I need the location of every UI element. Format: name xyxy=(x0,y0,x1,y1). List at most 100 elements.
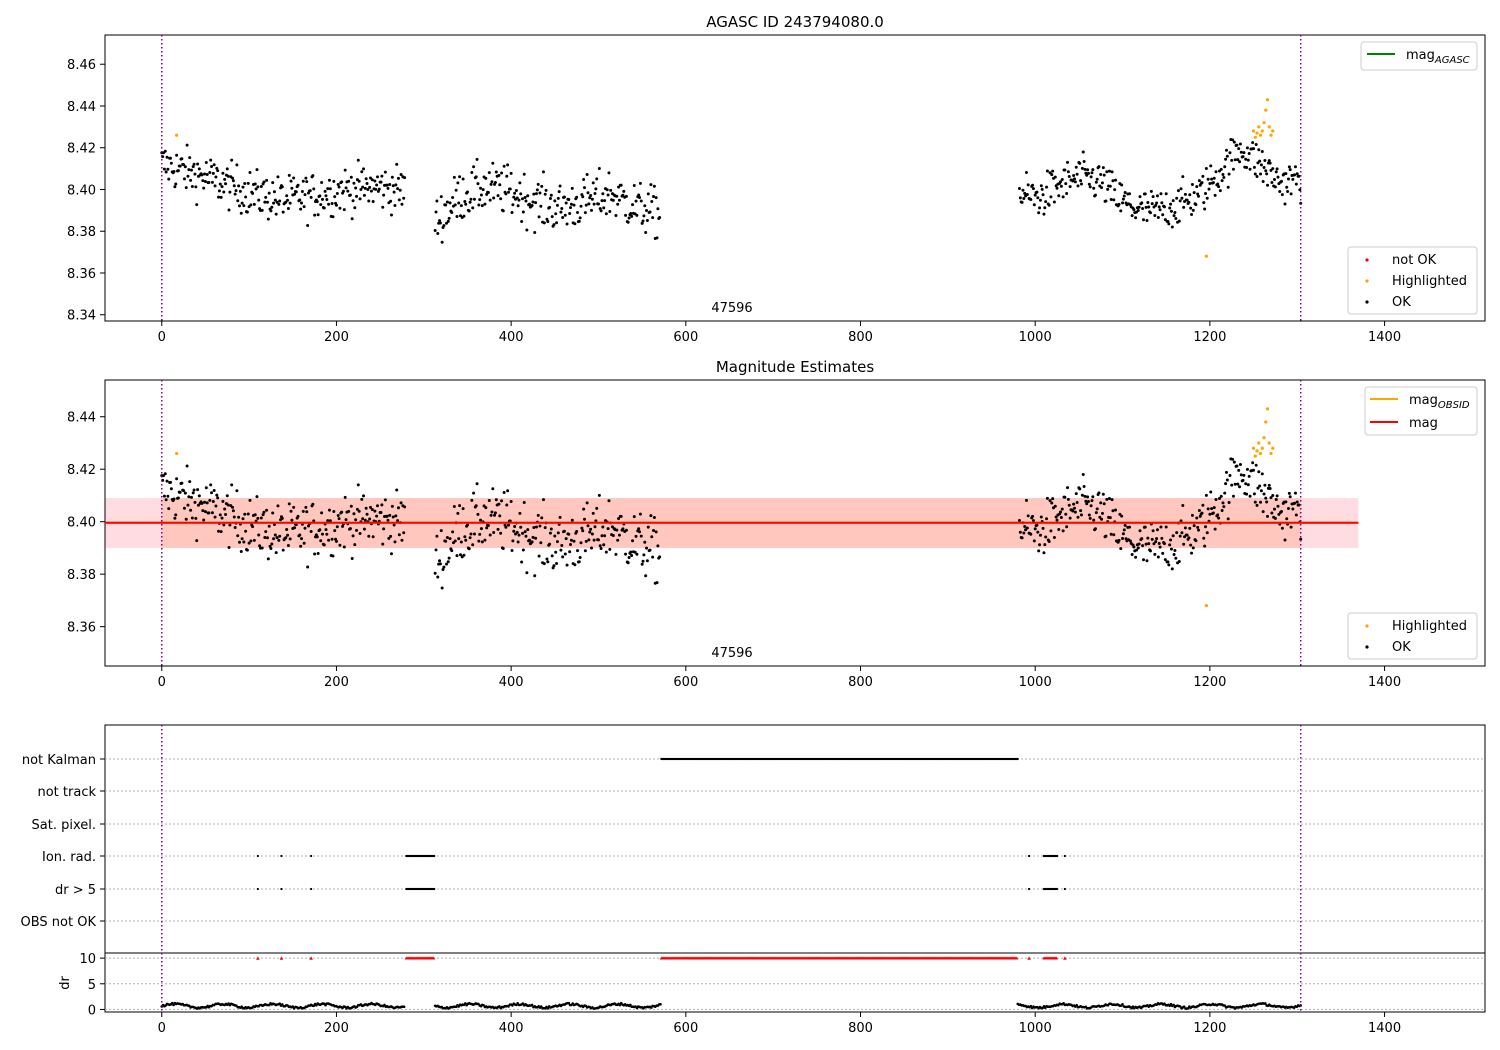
data-point-ok xyxy=(1110,170,1114,174)
data-point-ok xyxy=(1248,494,1252,498)
data-point-ok xyxy=(336,183,340,187)
data-point-ok xyxy=(226,174,230,178)
data-point-ok xyxy=(1205,531,1209,535)
data-point-ok xyxy=(635,552,639,556)
data-point-ok xyxy=(472,165,476,169)
agasc-xtick-label: 400 xyxy=(499,330,524,345)
data-point-ok xyxy=(1268,487,1272,491)
data-point-ok xyxy=(1037,549,1041,553)
data-point-ok xyxy=(1263,158,1267,162)
data-point-ok xyxy=(1202,536,1206,540)
data-point-ok xyxy=(535,188,539,192)
data-point-ok xyxy=(540,516,544,520)
data-point-ok xyxy=(1260,472,1264,476)
data-point-ok xyxy=(1134,555,1138,559)
data-point-ok xyxy=(621,527,625,531)
data-point-ok xyxy=(573,563,577,567)
data-point-ok xyxy=(327,202,331,206)
data-point-ok xyxy=(166,494,170,498)
data-point-ok xyxy=(322,206,326,210)
data-point-ok xyxy=(1287,491,1291,495)
data-point-ok xyxy=(611,533,615,537)
data-point-ok xyxy=(500,171,504,175)
flag-point xyxy=(256,854,259,858)
data-point-ok xyxy=(260,546,264,550)
flag-label: not Kalman xyxy=(22,753,96,768)
data-point-ok xyxy=(261,513,265,517)
data-point-ok xyxy=(1263,483,1267,487)
data-point-ok xyxy=(360,497,364,501)
data-point-ok xyxy=(242,540,246,544)
agasc-xtick-label: 1000 xyxy=(1019,330,1052,345)
data-point-ok xyxy=(633,550,637,554)
data-point-ok xyxy=(442,224,446,228)
data-point-ok xyxy=(548,531,552,535)
data-point-ok xyxy=(324,528,328,532)
data-point-ok xyxy=(606,527,610,531)
data-point-ok xyxy=(569,202,573,206)
data-point-ok xyxy=(284,200,288,204)
data-point-ok xyxy=(498,514,502,518)
magnitude-estimates-point-legend: Highlighted OK xyxy=(1347,612,1478,660)
magest-xtick-label: 0 xyxy=(158,675,166,690)
data-point-ok xyxy=(445,200,449,204)
data-point-ok xyxy=(506,163,510,167)
data-point-ok xyxy=(352,181,356,185)
data-point-ok xyxy=(276,175,280,179)
data-point-ok xyxy=(433,229,437,233)
dr-point xyxy=(1182,1005,1186,1008)
data-point-ok xyxy=(303,193,307,197)
data-point-ok xyxy=(1121,532,1125,536)
data-point-ok xyxy=(1107,169,1111,173)
data-point-ok xyxy=(1068,185,1072,189)
data-point-ok xyxy=(1039,184,1043,188)
data-point-ok xyxy=(1033,193,1037,197)
data-point-ok xyxy=(546,219,550,223)
data-point-ok xyxy=(1211,511,1215,515)
data-point-ok xyxy=(1154,203,1158,207)
dr-point xyxy=(172,1003,175,1007)
data-point-ok xyxy=(630,214,634,218)
data-point-ok xyxy=(361,517,365,521)
data-point-ok xyxy=(655,236,659,240)
data-point-ok xyxy=(327,508,331,512)
data-point-ok xyxy=(580,526,584,530)
data-point-ok xyxy=(1217,496,1221,500)
data-point-ok xyxy=(246,512,250,516)
data-point-ok xyxy=(477,203,481,207)
data-point-ok xyxy=(335,525,339,529)
data-point-ok xyxy=(1223,491,1227,495)
data-point-ok xyxy=(1146,201,1150,205)
data-point-ok xyxy=(1137,205,1141,209)
data-point-ok xyxy=(595,506,599,510)
data-point-ok xyxy=(475,482,479,486)
data-point-ok xyxy=(644,574,648,578)
data-point-ok xyxy=(1178,534,1182,538)
data-point-ok xyxy=(1048,499,1052,503)
data-point-ok xyxy=(1259,172,1263,176)
data-point-ok xyxy=(1065,525,1069,529)
data-point-ok xyxy=(186,174,190,178)
data-point-ok xyxy=(1159,192,1163,196)
data-point-ok xyxy=(1123,190,1127,194)
data-point-ok xyxy=(220,185,224,189)
flag-point xyxy=(1055,887,1059,891)
flag-label: Ion. rad. xyxy=(42,850,96,865)
data-point-ok xyxy=(272,523,276,527)
data-point-ok xyxy=(1214,497,1218,501)
data-point-ok xyxy=(1079,513,1083,517)
data-point-ok xyxy=(638,530,642,534)
data-point-ok xyxy=(526,194,530,198)
agasc-panel-line-legend: magAGASC xyxy=(1360,41,1478,71)
data-point-ok xyxy=(477,539,481,543)
magest-xtick-label: 1400 xyxy=(1368,675,1401,690)
data-point-ok xyxy=(205,501,209,505)
data-point-ok xyxy=(191,165,195,169)
data-point-ok xyxy=(1191,546,1195,550)
data-point-ok xyxy=(1151,529,1155,533)
data-point-ok xyxy=(1102,502,1106,506)
data-point-ok xyxy=(1029,198,1033,202)
data-point-ok xyxy=(380,174,384,178)
data-point-ok xyxy=(447,216,451,220)
data-point-ok xyxy=(471,206,475,210)
